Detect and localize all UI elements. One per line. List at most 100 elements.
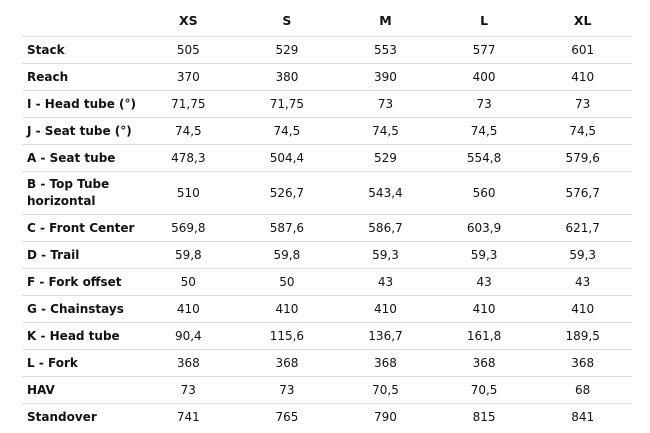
cell-value: 370 [139, 63, 238, 91]
column-header: XL [573, 12, 592, 28]
cell-value: 410 [336, 295, 435, 323]
cell-value: 368 [336, 349, 435, 377]
cell-value: 50 [237, 268, 337, 296]
cell-value: 504,4 [237, 144, 337, 172]
cell-value: 380 [237, 63, 337, 91]
cell-value: 510 [139, 171, 238, 215]
table-row: Stack 505 529 553 577 601 [22, 36, 632, 64]
column-header: XS [178, 12, 198, 28]
cell-value: 765 [237, 403, 337, 430]
table-row: F - Fork offset 50 50 43 43 43 [22, 268, 632, 296]
row-label: Reach [22, 63, 139, 91]
row-label: I - Head tube (°) [22, 90, 139, 118]
cell-value: 586,7 [336, 214, 435, 242]
table-row: Standover 741 765 790 815 841 [22, 403, 632, 430]
cell-value: 410 [533, 295, 632, 323]
row-label: C - Front Center [22, 214, 139, 242]
table-row: HAV 73 73 70,5 70,5 68 [22, 376, 632, 404]
cell-value: 115,6 [237, 322, 337, 350]
table-row: C - Front Center 569,8 587,6 586,7 603,9 621,… [22, 214, 632, 242]
row-label: A - Seat tube [22, 144, 139, 172]
cell-value: 73 [434, 90, 534, 118]
row-label: HAV [22, 376, 139, 404]
table-row: J - Seat tube (°) 74,5 74,5 74,5 74,5 74,5 [22, 117, 632, 145]
cell-value: 74,5 [434, 117, 534, 145]
cell-value: 505 [139, 36, 238, 64]
cell-value: 368 [434, 349, 534, 377]
row-label: Standover [22, 403, 139, 430]
table-row: A - Seat tube 478,3 504,4 529 554,8 579,6 [22, 144, 632, 172]
column-header: S [282, 12, 292, 28]
cell-value: 543,4 [336, 171, 435, 215]
row-label: G - Chainstays [22, 295, 139, 323]
table-row: B - Top Tube horizontal 510 526,7 543,4 560 5… [22, 171, 632, 215]
column-header: L [480, 12, 489, 28]
table-row: L - Fork 368 368 368 368 368 [22, 349, 632, 377]
table-row: Reach 370 380 390 400 410 [22, 63, 632, 91]
row-label: F - Fork offset [22, 268, 139, 296]
cell-value: 50 [139, 268, 238, 296]
cell-value: 368 [139, 349, 238, 377]
cell-value: 59,3 [434, 241, 534, 269]
cell-value: 74,5 [237, 117, 337, 145]
cell-value: 71,75 [237, 90, 337, 118]
cell-value: 560 [434, 171, 534, 215]
table-row: I - Head tube (°) 71,75 71,75 73 73 73 [22, 90, 632, 118]
table-body: Stack 505 529 553 577 601 Reach 370 380 390 400 410… [22, 36, 632, 430]
cell-value: 59,3 [533, 241, 632, 269]
cell-value: 621,7 [533, 214, 632, 242]
cell-value: 526,7 [237, 171, 337, 215]
cell-value: 43 [336, 268, 435, 296]
cell-value: 841 [533, 403, 632, 430]
cell-value: 70,5 [434, 376, 534, 404]
cell-value: 59,3 [336, 241, 435, 269]
cell-value: 603,9 [434, 214, 534, 242]
cell-value: 73 [336, 90, 435, 118]
cell-value: 90,4 [139, 322, 238, 350]
corner-cell [22, 4, 139, 37]
cell-value: 71,75 [139, 90, 238, 118]
cell-value: 553 [336, 36, 435, 64]
table-row: D - Trail 59,8 59,8 59,3 59,3 59,3 [22, 241, 632, 269]
cell-value: 815 [434, 403, 534, 430]
cell-value: 74,5 [336, 117, 435, 145]
cell-value: 554,8 [434, 144, 534, 172]
cell-value: 43 [434, 268, 534, 296]
cell-value: 73 [237, 376, 337, 404]
cell-value: 410 [434, 295, 534, 323]
cell-value: 579,6 [533, 144, 632, 172]
cell-value: 587,6 [237, 214, 337, 242]
column-header: M [379, 12, 392, 28]
cell-value: 70,5 [336, 376, 435, 404]
cell-value: 368 [533, 349, 632, 377]
cell-value: 136,7 [336, 322, 435, 350]
cell-value: 390 [336, 63, 435, 91]
cell-value: 43 [533, 268, 632, 296]
cell-value: 569,8 [139, 214, 238, 242]
table-row: G - Chainstays 410 410 410 410 410 [22, 295, 632, 323]
cell-value: 601 [533, 36, 632, 64]
table-row: K - Head tube 90,4 115,6 136,7 161,8 189,5 [22, 322, 632, 350]
cell-value: 577 [434, 36, 534, 64]
cell-value: 59,8 [139, 241, 238, 269]
row-label: B - Top Tube horizontal [22, 171, 139, 215]
cell-value: 741 [139, 403, 238, 430]
cell-value: 73 [533, 90, 632, 118]
cell-value: 59,8 [237, 241, 337, 269]
row-label: D - Trail [22, 241, 139, 269]
cell-value: 400 [434, 63, 534, 91]
cell-value: 529 [336, 144, 435, 172]
cell-value: 529 [237, 36, 337, 64]
cell-value: 410 [533, 63, 632, 91]
row-label: L - Fork [22, 349, 139, 377]
row-label: Stack [22, 36, 139, 64]
row-label: J - Seat tube (°) [22, 117, 139, 145]
cell-value: 189,5 [533, 322, 632, 350]
cell-value: 410 [237, 295, 337, 323]
cell-value: 74,5 [533, 117, 632, 145]
cell-value: 68 [533, 376, 632, 404]
cell-value: 161,8 [434, 322, 534, 350]
cell-value: 478,3 [139, 144, 238, 172]
cell-value: 74,5 [139, 117, 238, 145]
